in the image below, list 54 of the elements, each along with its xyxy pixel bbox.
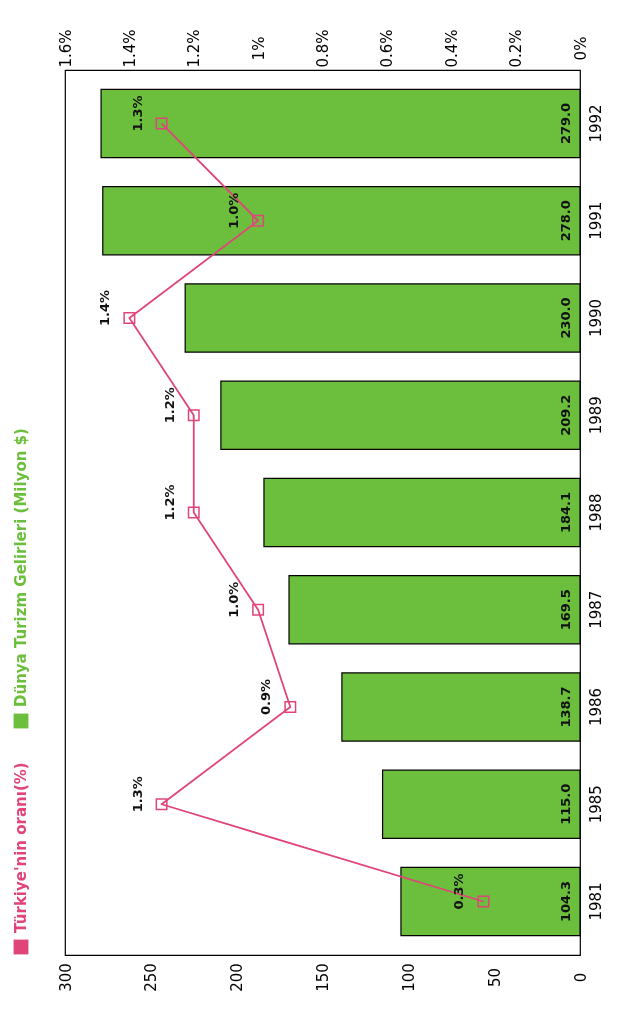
y-tick-label: 1981 xyxy=(586,882,605,921)
point xyxy=(187,409,200,422)
data-label: 1.4% xyxy=(97,289,113,327)
y-tick-label: 1990 xyxy=(586,298,605,338)
data-label: 184.1 xyxy=(558,491,573,534)
point xyxy=(155,798,168,811)
point xyxy=(187,506,200,519)
x-tick-label: 100 xyxy=(399,963,418,992)
x2-tick-label: 1.2% xyxy=(185,29,204,68)
y-tick-label: 1988 xyxy=(586,493,605,532)
point xyxy=(155,117,168,130)
x-tick-label: 50 xyxy=(485,967,504,988)
point xyxy=(284,701,297,713)
x-tick-label: 150 xyxy=(314,963,332,992)
data-label: 1.0% xyxy=(226,581,242,618)
point xyxy=(252,603,265,616)
x2-tick-label: 0.2% xyxy=(507,29,526,68)
data-label: 138.7 xyxy=(558,686,573,728)
x2-tick-label: 1.6% xyxy=(56,29,75,68)
x2-tick-label: 0% xyxy=(571,36,590,61)
data-label: 279.0 xyxy=(558,102,573,145)
y-tick-label: 1992 xyxy=(586,104,605,143)
data-label: 1.3% xyxy=(129,776,145,813)
y-tick-label: 1986 xyxy=(586,687,605,727)
x2-tick-label: 0.6% xyxy=(378,29,397,68)
x-tick-label: 0 xyxy=(571,972,590,983)
x2-tick-label: 0.4% xyxy=(442,29,461,68)
data-label: 209.2 xyxy=(558,394,573,436)
data-label: 1.3% xyxy=(129,95,145,132)
point xyxy=(477,895,490,908)
x2-tick-label: 1.4% xyxy=(120,29,139,68)
y-tick-label: 1985 xyxy=(586,785,605,824)
data-label: 115.0 xyxy=(558,783,573,825)
y-tick-label: 1987 xyxy=(586,590,605,629)
x-tick-label: 300 xyxy=(56,963,75,992)
data-label: 169.5 xyxy=(558,589,573,631)
data-label: 1.0% xyxy=(226,192,242,229)
text: Dünya Turizm Gelirleri (Milyon $) xyxy=(12,428,30,707)
data-label: 1.2% xyxy=(161,387,177,424)
point xyxy=(123,312,136,324)
data-label: 0.3% xyxy=(451,873,467,910)
data-label: 104.3 xyxy=(558,880,573,923)
point xyxy=(252,214,265,227)
y-tick-label: 1989 xyxy=(586,396,605,435)
x2-tick-label: 1% xyxy=(249,36,268,61)
text: Türkiye'nin oranı(%) xyxy=(12,762,30,933)
data-label: 278.0 xyxy=(558,200,573,242)
x-tick-label: 200 xyxy=(228,963,247,992)
x2-tick-label: 0.8% xyxy=(314,29,332,68)
x-tick-label: 250 xyxy=(142,963,161,992)
data-label: 1.2% xyxy=(161,484,177,521)
data-label: 0.9% xyxy=(258,678,274,716)
data-label: 230.0 xyxy=(558,297,573,339)
y-tick-label: 1991 xyxy=(586,201,605,240)
